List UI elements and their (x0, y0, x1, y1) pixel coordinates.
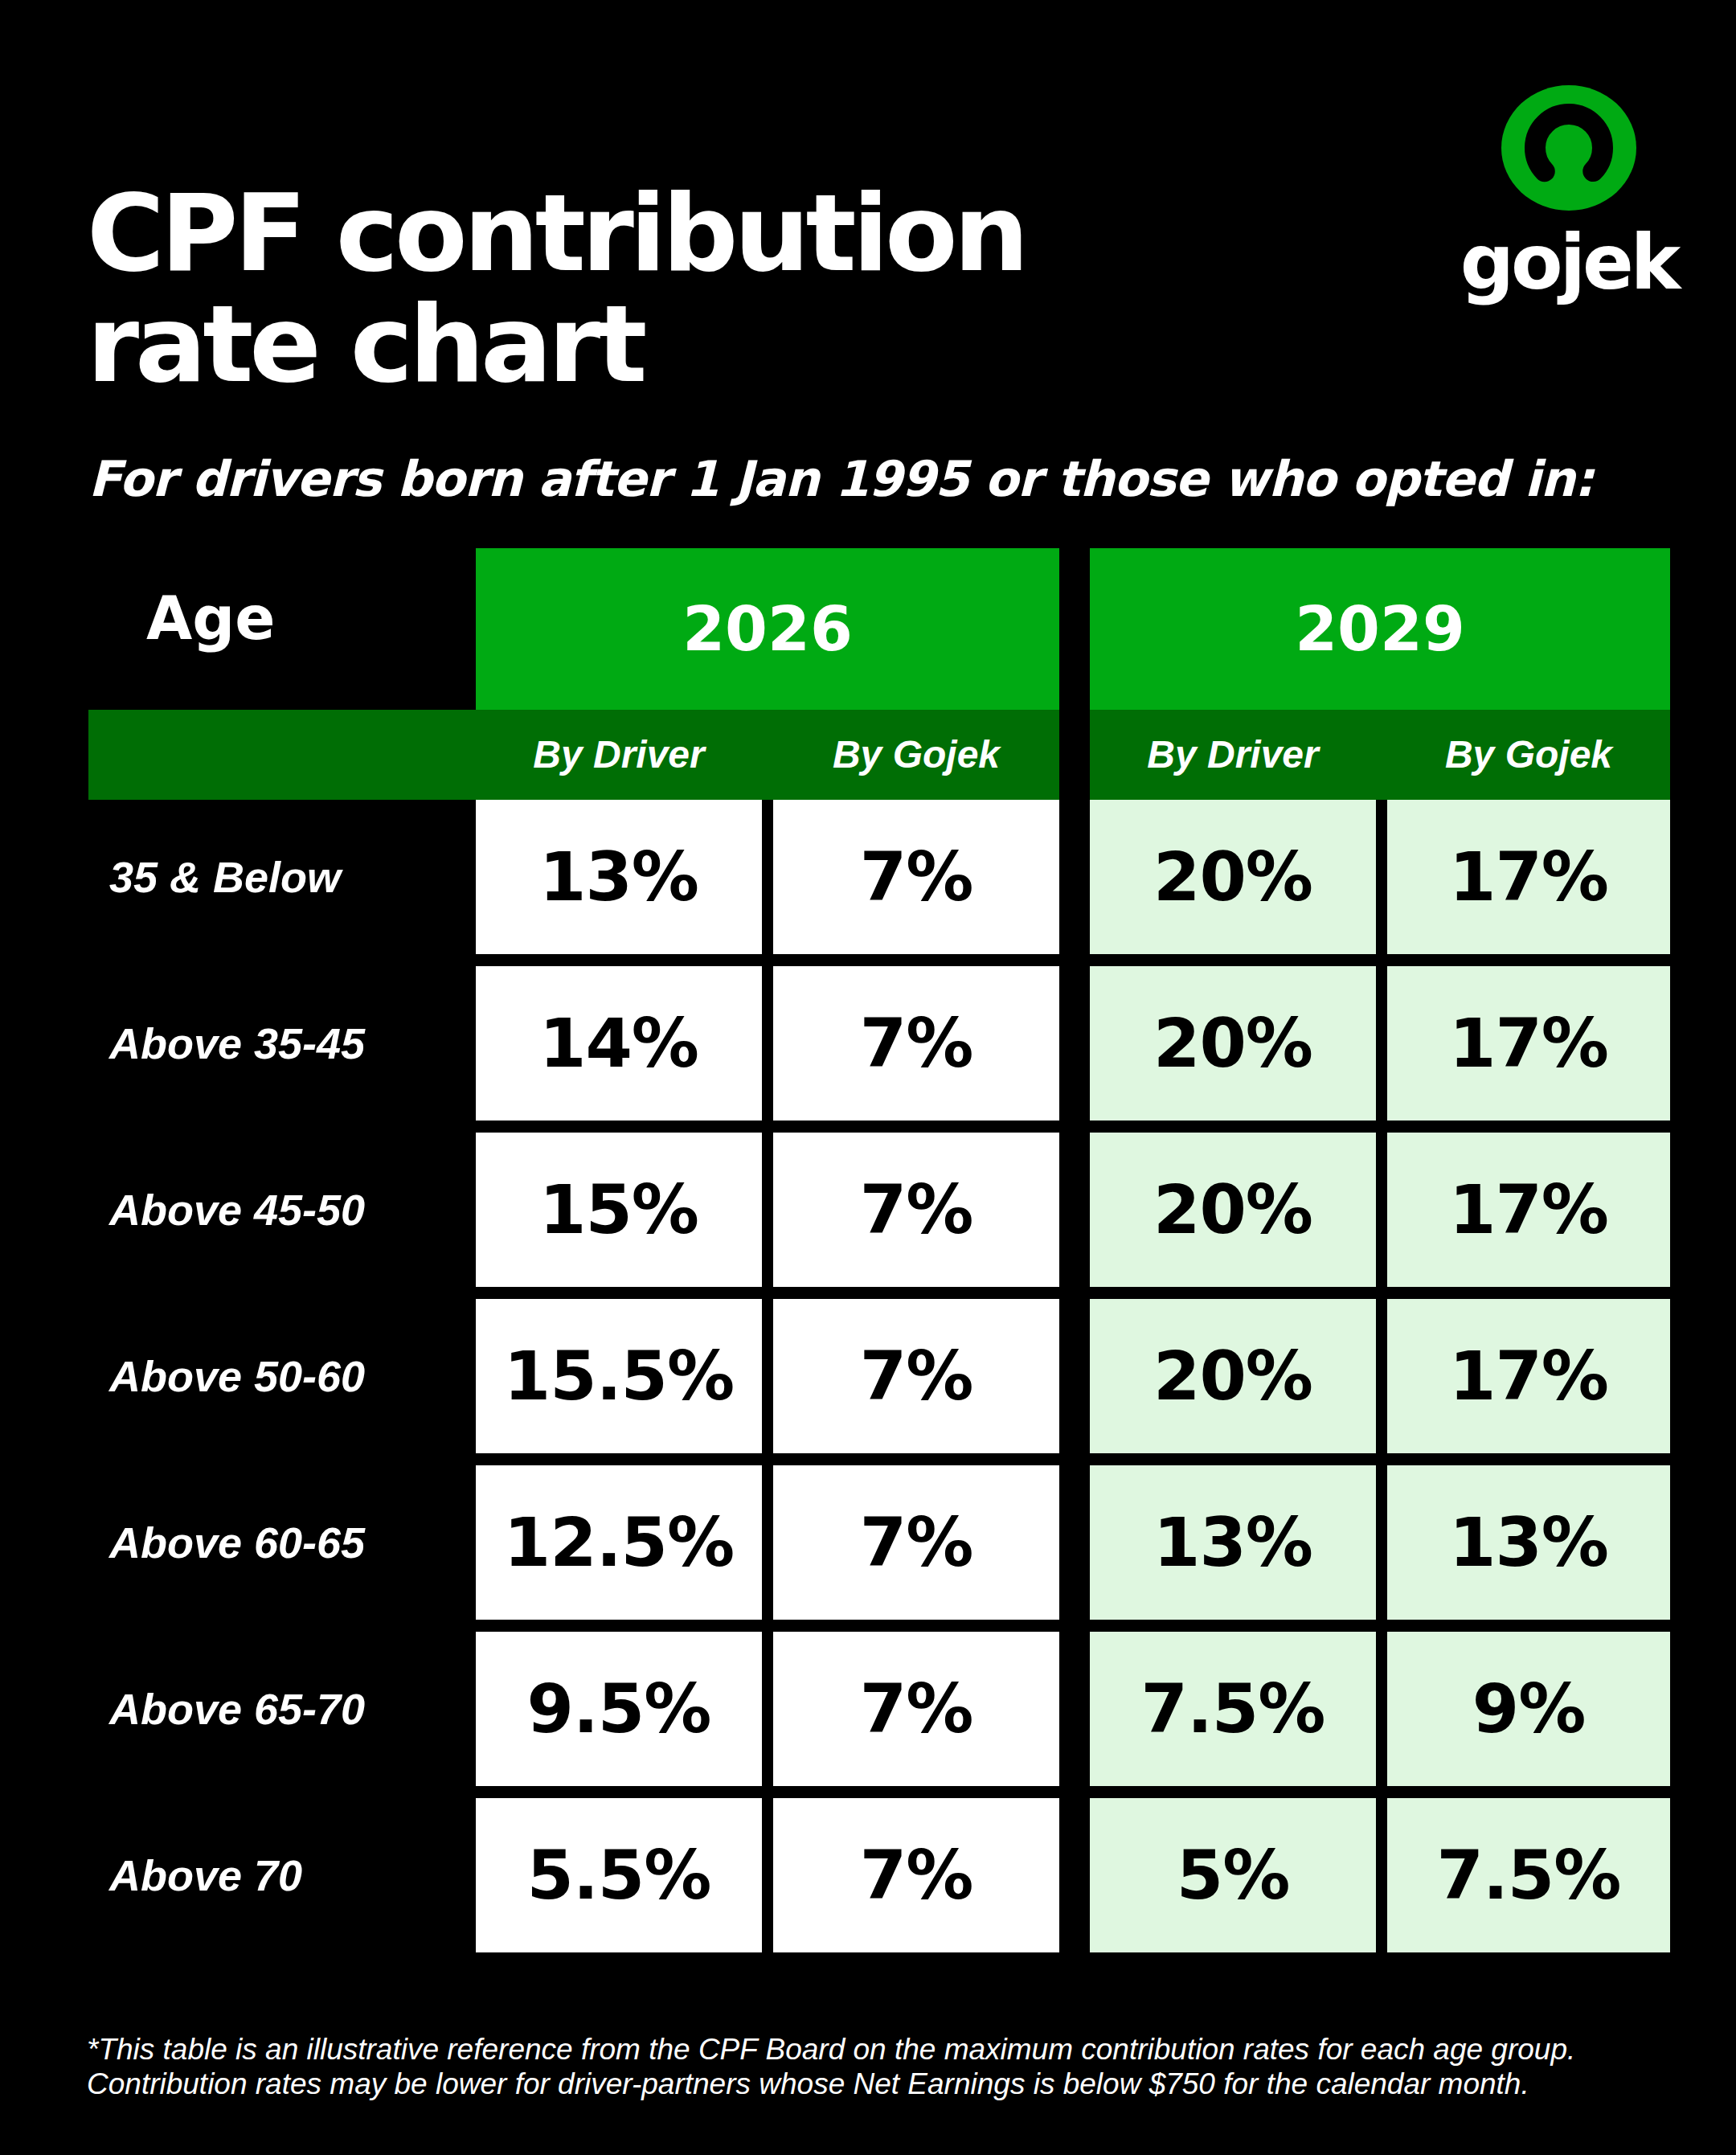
cell-2029-gojek: 17% (1387, 1133, 1670, 1287)
gojek-logo-wordmark: gojek (1456, 225, 1681, 301)
cell-2026-driver: 13% (476, 800, 762, 954)
age-row-label: Above 65-70 (88, 1632, 476, 1786)
cell-2026-driver: 14% (476, 966, 762, 1121)
cell-2026-driver: 5.5% (476, 1798, 762, 1952)
cell-2026-driver: 9.5% (476, 1632, 762, 1786)
cpf-rate-infographic: CPF contribution rate chart gojek For dr… (0, 0, 1736, 2155)
cell-2029-gojek: 9% (1387, 1632, 1670, 1786)
cell-2029-gojek: 13% (1387, 1465, 1670, 1620)
cell-2026-gojek: 7% (773, 1465, 1059, 1620)
cell-2026-driver: 15.5% (476, 1299, 762, 1453)
cell-2026-gojek: 7% (773, 1299, 1059, 1453)
cell-2029-gojek: 17% (1387, 1299, 1670, 1453)
age-row-label: Above 35-45 (88, 966, 476, 1121)
cell-2026-driver: 12.5% (476, 1465, 762, 1620)
age-row-label: Above 45-50 (88, 1133, 476, 1287)
column-header-2026-by-gojek: By Gojek (773, 710, 1059, 800)
cell-2029-driver: 20% (1090, 1133, 1376, 1287)
cell-2029-driver: 20% (1090, 966, 1376, 1121)
subtitle: For drivers born after 1 Jan 1995 or tho… (88, 449, 1593, 508)
cell-2026-gojek: 7% (773, 800, 1059, 954)
cell-2026-gojek: 7% (773, 966, 1059, 1121)
cell-2026-driver: 15% (476, 1133, 762, 1287)
cell-2029-driver: 5% (1090, 1798, 1376, 1952)
column-header-2029-by-driver: By Driver (1090, 710, 1376, 800)
subheader-band-2026: By Driver By Gojek (88, 710, 1059, 800)
cell-2026-gojek: 7% (773, 1632, 1059, 1786)
column-header-2029-by-gojek: By Gojek (1387, 710, 1670, 800)
cell-2029-gojek: 7.5% (1387, 1798, 1670, 1952)
cell-2029-gojek: 17% (1387, 966, 1670, 1121)
cell-2029-driver: 7.5% (1090, 1632, 1376, 1786)
cell-2029-driver: 13% (1090, 1465, 1376, 1620)
cell-2029-driver: 20% (1090, 800, 1376, 954)
cell-2029-gojek: 17% (1387, 800, 1670, 954)
age-row-label: Above 70 (88, 1798, 476, 1952)
rate-table: Age 2026 2029 By Driver By Gojek By Driv… (88, 548, 1670, 1952)
subheader-band-2029: By Driver By Gojek (1090, 710, 1670, 800)
gojek-logo-icon (1501, 80, 1636, 215)
age-row-label: 35 & Below (88, 800, 476, 954)
footnote: *This table is an illustrative reference… (87, 2033, 1575, 2101)
page-title: CPF contribution rate chart (87, 178, 1026, 399)
cell-2029-driver: 20% (1090, 1299, 1376, 1453)
age-row-label: Above 50-60 (88, 1299, 476, 1453)
column-header-2026-by-driver: By Driver (476, 710, 762, 800)
age-column-header: Age (88, 537, 476, 699)
year-header-2026: 2026 (476, 548, 1059, 710)
age-row-label: Above 60-65 (88, 1465, 476, 1620)
year-header-2029: 2029 (1090, 548, 1670, 710)
cell-2026-gojek: 7% (773, 1798, 1059, 1952)
cell-2026-gojek: 7% (773, 1133, 1059, 1287)
